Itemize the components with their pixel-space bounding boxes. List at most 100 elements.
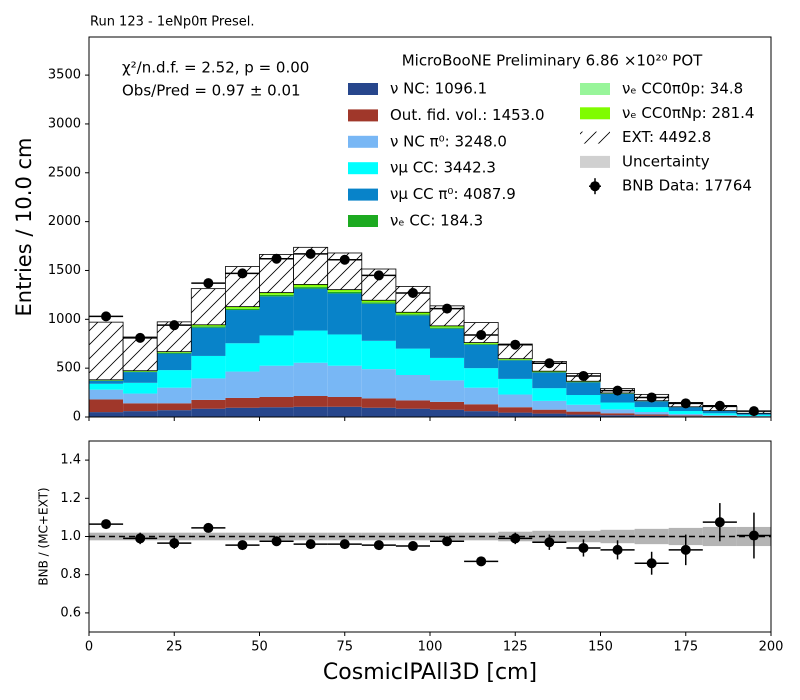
stack-segment [600, 393, 635, 403]
stack-segment [89, 389, 124, 400]
stack-segment [430, 327, 465, 329]
stack-segment [89, 399, 124, 413]
y-tick-label: 0.8 [60, 567, 81, 582]
data-point [442, 303, 453, 314]
uncertainty-band [191, 532, 226, 541]
legend-swatch [580, 155, 610, 168]
stack-segment [327, 365, 362, 397]
ratio-point [339, 539, 350, 550]
stack-segment [600, 413, 635, 416]
axes-frame [88, 440, 772, 633]
data-point [271, 253, 282, 264]
data-point [544, 358, 555, 369]
stack-segment [566, 411, 601, 415]
x-tick-label: 200 [759, 640, 784, 655]
stack-segment [532, 388, 567, 401]
ratio-point [612, 544, 623, 555]
stack-segment [566, 395, 601, 405]
data-point [510, 339, 521, 350]
panel-title: Run 123 - 1eNp0π Presel. [90, 15, 255, 30]
legend-label: νμ CC π⁰: 4087.9 [390, 185, 516, 203]
stack-segment [259, 294, 294, 297]
stack-segment [464, 342, 499, 344]
data-point [476, 329, 487, 340]
y-tick-label: 0 [73, 410, 81, 425]
stack-segment [259, 396, 294, 408]
stack-segment [157, 387, 192, 404]
stack-segment [532, 372, 567, 389]
stack-segment [89, 383, 124, 390]
stack-segment [430, 401, 465, 410]
stack-segment [327, 291, 362, 294]
ratio-point [407, 541, 418, 552]
stack-segment [293, 395, 328, 407]
stack-segment [259, 292, 294, 295]
legend-label: BNB Data: 17764 [622, 177, 752, 195]
y-tick-label: 3000 [48, 116, 81, 131]
stack-segment [532, 409, 567, 414]
stack-segment [498, 378, 533, 395]
stack-segment [88, 321, 124, 381]
legend-label: νμ CC: 3442.3 [390, 159, 496, 177]
stack-segment [225, 310, 260, 344]
stack-segment [259, 296, 294, 336]
stack-segment [600, 409, 635, 414]
ratio-point [748, 530, 759, 541]
ratio-point [510, 533, 521, 544]
stack-segment [464, 411, 499, 417]
stack-segment [361, 407, 396, 417]
stack-segment [464, 387, 499, 405]
stack-segment [498, 407, 533, 413]
legend-swatch [348, 188, 378, 201]
stack-segment [327, 406, 362, 417]
stack-segment [225, 343, 260, 372]
stack-segment [361, 303, 396, 341]
stack-segment [395, 374, 430, 401]
stack-segment [566, 414, 601, 417]
data-point [169, 320, 180, 331]
y-tick-label: 0.6 [60, 605, 81, 620]
legend-label: EXT: 4492.8 [622, 128, 711, 146]
stack-segment [464, 344, 499, 369]
stack-segment [634, 412, 669, 415]
legend-label: ν NC: 1096.1 [390, 80, 487, 98]
stack-segment [430, 328, 465, 358]
stack-segment [259, 365, 294, 397]
y-tick-label: 2000 [48, 214, 81, 229]
stack-segment [532, 400, 567, 410]
stack-segment [498, 360, 533, 379]
stack-segment [191, 324, 226, 327]
legend-label: νₑ CC: 184.3 [390, 212, 483, 230]
x-tick-label: 0 [85, 640, 93, 655]
stack-segment [668, 413, 703, 416]
data-point [373, 270, 384, 281]
stack-segment [157, 403, 192, 411]
y-tick-label: 1000 [48, 312, 81, 327]
stack-segment [566, 404, 601, 412]
stack-segment [430, 357, 465, 381]
ratio-point [544, 537, 555, 548]
data-point [578, 370, 589, 381]
stack-segment [293, 362, 328, 396]
stack-segment [191, 326, 226, 328]
data-point [714, 400, 725, 411]
stack-segment [157, 410, 192, 417]
ratio-point [135, 533, 146, 544]
legend-swatch [580, 131, 610, 144]
stack-segment [157, 370, 192, 388]
ratio-point [237, 540, 248, 551]
ratio-point [646, 558, 657, 569]
legend-title: MicroBooNE Preliminary 6.86 ×10²⁰ POT [402, 52, 703, 70]
y-tick-label: 1500 [48, 263, 81, 278]
y-tick-label: 2500 [48, 165, 81, 180]
stack-segment [395, 400, 430, 409]
stack-segment [668, 411, 703, 414]
stack-segment [361, 398, 396, 408]
legend-swatch [580, 83, 610, 95]
legend-label: νₑ CC0πNp: 281.4 [622, 104, 754, 122]
stack-segment [600, 415, 635, 417]
stack-segment [191, 399, 226, 409]
stack-segment [225, 397, 260, 408]
stack-segment [327, 289, 362, 292]
